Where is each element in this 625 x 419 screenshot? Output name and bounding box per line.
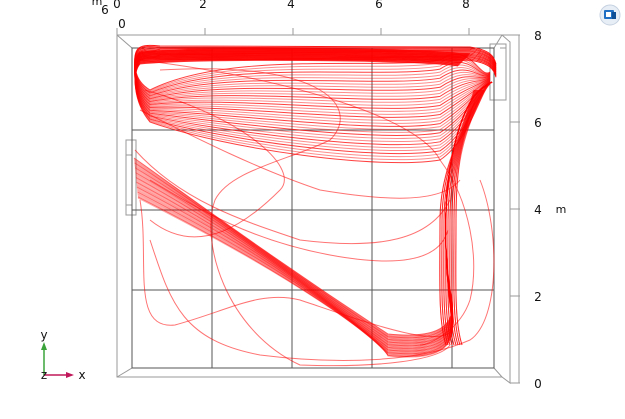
triad-x-label: x <box>78 368 85 382</box>
streamline <box>149 179 495 361</box>
top-tick-label: 4 <box>287 0 295 11</box>
right-tick-label: 6 <box>534 116 542 130</box>
streamline <box>139 199 453 338</box>
right-axis-unit: m <box>556 203 567 216</box>
right-axis-labels: 0 2 4 6 8 m <box>534 29 566 391</box>
streamline <box>455 89 485 346</box>
streamline <box>134 53 491 112</box>
streamline <box>144 89 285 238</box>
triad-y-label: y <box>40 328 47 342</box>
graphics-view-icon[interactable] <box>598 3 622 27</box>
side-tick-label: 6 <box>101 3 109 17</box>
right-tick-label: 8 <box>534 29 542 43</box>
top-tick-label: 8 <box>462 0 470 11</box>
streamline <box>439 89 480 346</box>
streamline <box>137 81 493 357</box>
axis-triad: y x z <box>40 328 85 382</box>
top-tick-label: 6 <box>375 0 383 11</box>
streamline <box>451 89 484 346</box>
streamline <box>445 89 482 346</box>
right-tick-label: 0 <box>534 377 542 391</box>
top-axis-labels: 0 2 4 6 8 6 m 0 <box>92 0 470 31</box>
streamlines <box>133 44 497 367</box>
side-unit-label: m <box>92 0 103 8</box>
streamline <box>134 54 491 121</box>
streamline <box>159 68 451 367</box>
streamline <box>134 58 497 80</box>
top-tick-label: 2 <box>199 0 207 11</box>
right-tick-label: 4 <box>534 203 542 217</box>
streamline <box>134 50 491 97</box>
streamline <box>134 149 451 245</box>
streamline <box>447 89 483 346</box>
triad-z-label: z <box>41 368 47 382</box>
streamline <box>134 59 491 164</box>
right-tick-label: 2 <box>534 290 542 304</box>
streamline <box>134 51 491 100</box>
streamline <box>443 89 482 346</box>
streamline <box>441 89 481 346</box>
streamline <box>137 81 493 358</box>
top-axis-ticks <box>116 28 470 35</box>
streamline <box>139 109 461 199</box>
streamline <box>149 179 449 262</box>
right-axis-ticks <box>510 34 520 384</box>
streamline <box>449 89 483 346</box>
top-tick-label: 0 <box>113 0 121 11</box>
streamline <box>453 89 485 346</box>
side-tick-label: 0 <box>118 17 126 31</box>
